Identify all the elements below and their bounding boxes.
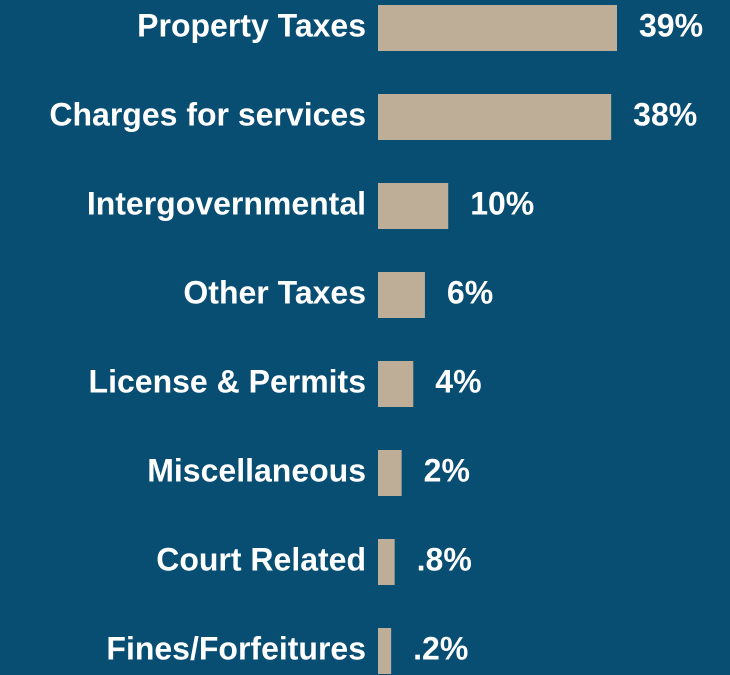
value-label: .2% — [413, 630, 468, 666]
category-label: Property Taxes — [137, 7, 366, 43]
value-label: 2% — [424, 452, 470, 488]
bar — [378, 183, 449, 229]
category-label: License & Permits — [89, 363, 366, 399]
bar — [378, 272, 425, 318]
bar — [378, 628, 392, 674]
value-label: .8% — [417, 541, 472, 577]
bar — [378, 5, 617, 51]
category-label: Miscellaneous — [147, 452, 366, 488]
value-label: 38% — [633, 96, 697, 132]
category-label: Charges for services — [49, 96, 366, 132]
value-label: 6% — [447, 274, 493, 310]
bar — [378, 539, 395, 585]
value-label: 10% — [470, 185, 534, 221]
category-label: Other Taxes — [183, 274, 366, 310]
value-label: 4% — [435, 363, 481, 399]
category-label: Court Related — [156, 541, 366, 577]
category-label: Fines/Forfeitures — [106, 630, 366, 666]
category-label: Intergovernmental — [87, 185, 366, 221]
value-label: 39% — [639, 7, 703, 43]
bar — [378, 450, 402, 496]
bar — [378, 361, 414, 407]
bar — [378, 94, 612, 140]
